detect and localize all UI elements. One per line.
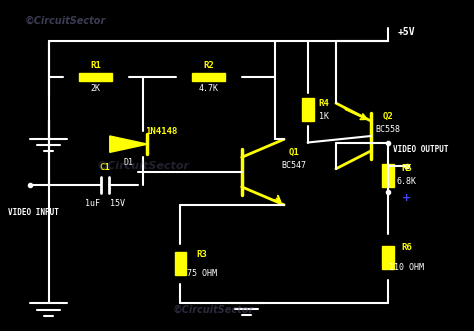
Text: 4.7K: 4.7K [199,84,219,93]
Text: C1: C1 [100,163,110,172]
Text: BC547: BC547 [281,161,306,170]
Bar [79,73,112,81]
Text: 6.8K: 6.8K [397,177,417,186]
Text: D1: D1 [124,158,134,167]
Text: 2K: 2K [91,84,100,93]
Bar [174,253,186,275]
Text: +: + [402,193,411,203]
Text: Q1: Q1 [288,148,299,157]
Bar [302,98,314,121]
Text: ©CircuitSector: ©CircuitSector [25,16,106,26]
Text: VIDEO INPUT: VIDEO INPUT [9,208,59,217]
Text: VIDEO OUTPUT: VIDEO OUTPUT [392,145,448,154]
Text: R1: R1 [90,61,101,70]
Text: R2: R2 [203,61,214,70]
Polygon shape [110,136,147,152]
Text: 1N4148: 1N4148 [146,126,178,135]
Text: 110 OHM: 110 OHM [389,263,424,272]
Text: 1uF  15V: 1uF 15V [85,199,125,208]
Text: 75 OHM: 75 OHM [187,269,217,278]
Bar [382,164,394,187]
Text: Q2: Q2 [383,112,393,121]
Text: +5V: +5V [397,27,415,37]
Text: R5: R5 [401,164,412,173]
Text: 1K: 1K [319,112,329,121]
Bar [192,73,225,81]
Text: R3: R3 [196,250,207,259]
Text: ©CircuitSector: ©CircuitSector [96,161,189,170]
Bar [382,246,394,269]
Text: R6: R6 [401,243,412,252]
Text: BC558: BC558 [375,125,400,134]
Text: ©CircuitSector: ©CircuitSector [173,305,254,315]
Text: R4: R4 [319,99,329,108]
